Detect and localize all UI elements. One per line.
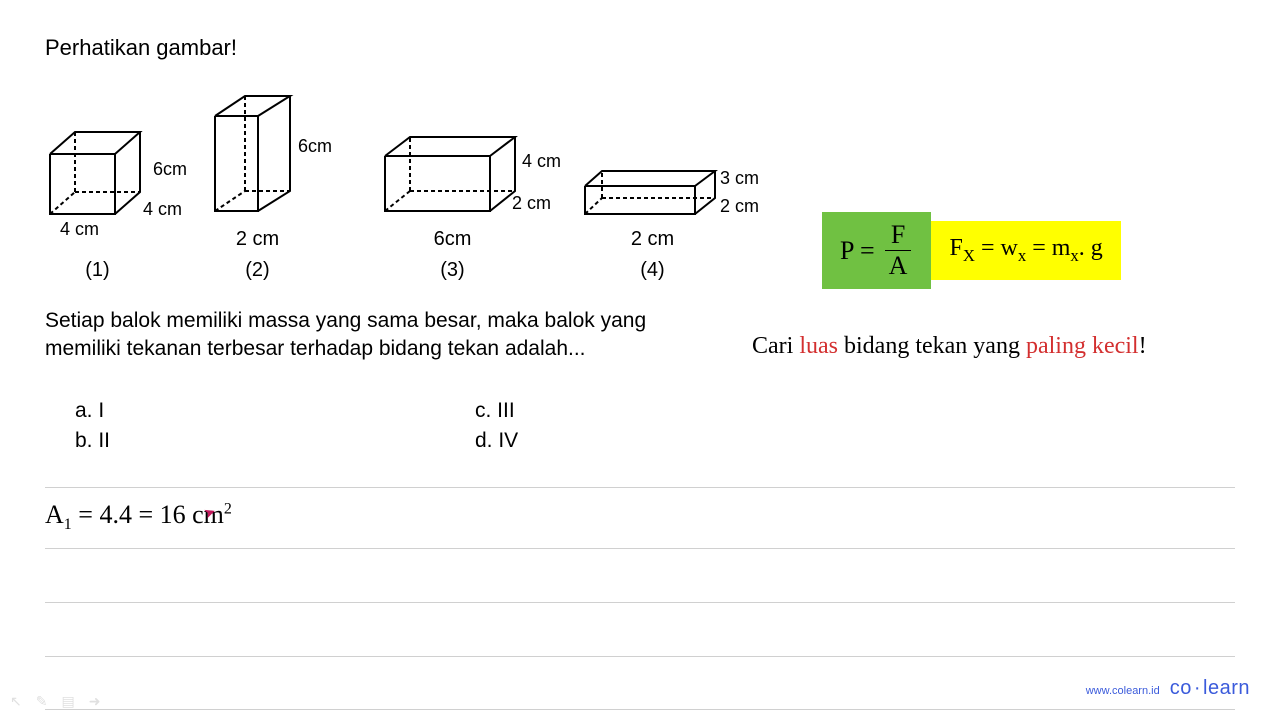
work-line-2 — [45, 548, 1235, 602]
d4-label: (4) — [580, 259, 725, 282]
work-line-4 — [45, 656, 1235, 710]
diagram-1: 6cm 4 cm 4 cm (1) — [45, 124, 150, 282]
work-line-1: A1 = 4.4 = 16 cm2 — [45, 488, 1235, 548]
cuboid-2-svg — [210, 91, 305, 221]
option-c: c. III — [445, 399, 845, 423]
formula-num: F — [885, 220, 911, 251]
footer: www.colearn.id co·learn — [1086, 677, 1250, 700]
d2-label: (2) — [210, 259, 305, 282]
formula-force: FX = wx = mx. g — [931, 221, 1120, 280]
d2-width: 2 cm — [210, 228, 305, 251]
bottom-toolbar: ↖ ✎ ▤ ➜ — [10, 693, 100, 710]
brand-logo: co·learn — [1170, 677, 1250, 700]
tool-pointer-icon[interactable]: ↖ — [10, 693, 22, 710]
d3-label: (3) — [380, 259, 525, 282]
formula-den: A — [883, 251, 914, 281]
diagram-2: 6cm 2 cm (2) — [210, 91, 305, 282]
logo-part-b: learn — [1203, 677, 1250, 699]
d4-width: 2 cm — [580, 228, 725, 251]
formula-box: P = F A FX = wx = mx. g — [822, 212, 1121, 289]
footer-url: www.colearn.id — [1086, 685, 1160, 697]
hint-t2: luas — [799, 333, 838, 359]
d3-height: 4 cm — [522, 151, 561, 172]
d3-depth: 2 cm — [512, 193, 551, 214]
d1-depth: 4 cm — [143, 199, 182, 220]
formula-lhs: P = — [840, 236, 875, 266]
hint-t3: bidang tekan yang — [838, 333, 1026, 359]
work-line-3 — [45, 602, 1235, 656]
hint-t5: ! — [1139, 333, 1147, 359]
options: a. I b. II c. III d. IV — [45, 399, 1235, 459]
cuboid-3-svg — [380, 131, 525, 221]
d4-height: 3 cm — [720, 168, 759, 189]
d3-width: 6cm — [380, 228, 525, 251]
tool-pen-icon[interactable]: ✎ — [36, 693, 48, 710]
diagram-4: 3 cm 2 cm 2 cm (4) — [580, 166, 725, 282]
hint-t4: paling kecil — [1026, 333, 1139, 359]
logo-part-a: co — [1170, 677, 1192, 699]
formula-pressure: P = F A — [822, 212, 931, 289]
tool-text-icon[interactable]: ▤ — [61, 693, 74, 710]
diagram-3: 4 cm 2 cm 6cm (3) — [380, 131, 525, 282]
d1-height: 6cm — [153, 159, 187, 180]
d2-height: 6cm — [298, 136, 332, 157]
d1-label: (1) — [45, 259, 150, 282]
cuboid-4-svg — [580, 166, 725, 221]
d4-depth: 2 cm — [720, 196, 759, 217]
instruction-title: Perhatikan gambar! — [45, 35, 1235, 61]
cuboid-1-svg — [45, 124, 150, 224]
hint-t1: Cari — [752, 333, 799, 359]
question-text: Setiap balok memiliki massa yang sama be… — [45, 307, 725, 364]
d1-width: 4 cm — [60, 219, 99, 240]
tool-next-icon[interactable]: ➜ — [89, 693, 101, 710]
option-a: a. I — [45, 399, 445, 423]
option-b: b. II — [45, 429, 445, 453]
option-d: d. IV — [445, 429, 845, 453]
hint-text: Cari luas bidang tekan yang paling kecil… — [752, 333, 1147, 360]
